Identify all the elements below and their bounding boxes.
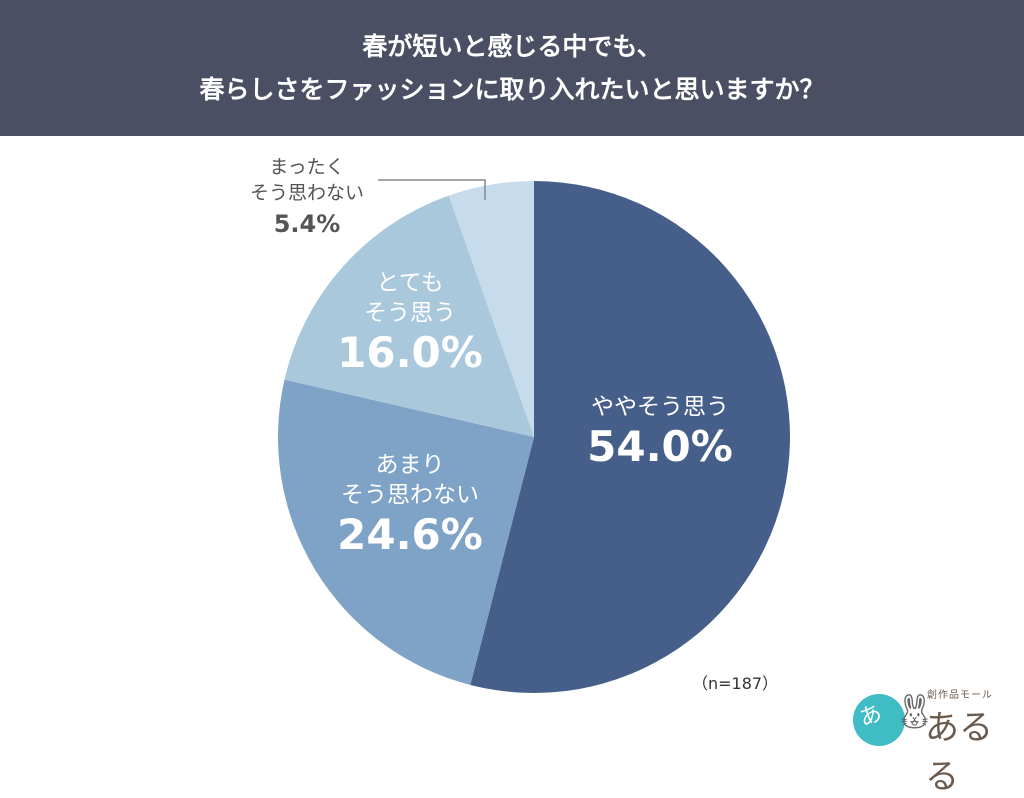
label-strongly-agree: とても そう思う 16.0%	[310, 268, 510, 378]
chart-title-banner: 春が短いと感じる中でも、 春らしさをファッションに取り入れたいと思いますか？	[0, 0, 1024, 136]
label-text: まったく	[269, 156, 345, 178]
label-not-at-all: まったく そう思わない 5.4%	[232, 154, 382, 242]
label-value: 54.0%	[587, 422, 733, 471]
pie-slice	[284, 195, 534, 437]
logo-brand: あるる	[925, 708, 993, 797]
pie-slice	[278, 379, 534, 685]
label-text: そう思う	[364, 300, 456, 326]
pie-slice	[470, 181, 791, 693]
label-not-much: あまり そう思わない 24.6%	[310, 450, 510, 560]
title-line-1: 春が短いと感じる中でも、	[362, 32, 662, 61]
brand-logo: あ 🐰︎ 創作品モール あるる	[853, 686, 1013, 797]
label-slightly-agree: ややそう思う 54.0%	[560, 392, 760, 472]
label-text: あまり	[375, 452, 445, 478]
label-value: 16.0%	[337, 328, 483, 377]
title-line-2: 春らしさをファッションに取り入れたいと思いますか？	[199, 75, 825, 104]
label-text: とても	[376, 270, 444, 296]
rabbit-icon: 🐰︎	[893, 692, 937, 732]
leader-line	[378, 179, 486, 200]
logo-subtitle: 創作品モール	[927, 690, 993, 701]
label-text: ややそう思う	[591, 394, 729, 420]
pie-chart	[278, 179, 791, 693]
label-value: 5.4%	[273, 210, 341, 238]
label-text: そう思わない	[341, 482, 479, 508]
sample-size-note: （n=187）	[692, 674, 779, 693]
label-text: そう思わない	[249, 182, 364, 204]
logo-circle-icon	[853, 694, 905, 746]
label-value: 24.6%	[337, 510, 483, 559]
pie-slice	[448, 181, 534, 437]
